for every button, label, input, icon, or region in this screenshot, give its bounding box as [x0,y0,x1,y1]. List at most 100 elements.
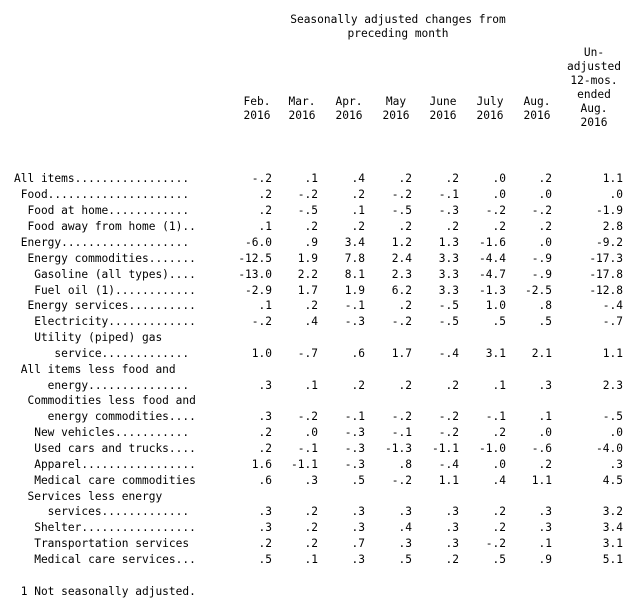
table-cell: .1 [258,299,272,312]
table-cell: 1.1 [438,474,459,487]
row-label: Food..................... [14,188,190,201]
table-cell: .3 [445,505,459,518]
table-cell: .7 [351,537,365,550]
table-cell: .3 [351,505,365,518]
table-cell: -17.3 [589,252,623,265]
table-cell: .3 [258,521,272,534]
table-cell: 3.3 [438,252,459,265]
table-cell: 1.0 [251,347,272,360]
table-cell: 2.4 [391,252,412,265]
table-cell: -1.1 [432,442,459,455]
table-cell: .2 [445,379,459,392]
table-cell: -.1 [438,188,459,201]
table-cell: .2 [258,204,272,217]
table-cell: .5 [492,553,506,566]
table-cell: .2 [445,172,459,185]
table-cell: .5 [492,315,506,328]
table-cell: .2 [304,537,318,550]
table-cell: .0 [538,236,552,249]
table-cell: 3.3 [438,284,459,297]
table-cell: .2 [258,537,272,550]
table-cell: .2 [445,220,459,233]
table-cell: -.2 [297,188,318,201]
table-cell: -.1 [297,442,318,455]
table-cell: -4.4 [479,252,506,265]
table-cell: 2.3 [602,379,623,392]
table-cell: .3 [445,521,459,534]
table-cell: -.2 [391,315,412,328]
table-cell: 6.2 [391,284,412,297]
row-label: Medical care services... [14,553,196,566]
table-cell: -1.0 [479,442,506,455]
table-cell: 1.9 [297,252,318,265]
table-cell: -.3 [344,426,365,439]
row-label: Shelter................. [14,521,196,534]
table-cell: 2.8 [602,220,623,233]
table-cell: -.2 [438,426,459,439]
table-cell: 1.7 [297,284,318,297]
table-cell: 8.1 [344,268,365,281]
table-cell: .3 [351,521,365,534]
table-cell: 1.6 [251,458,272,471]
table-cell: -.2 [251,172,272,185]
row-label: service............. [14,347,190,360]
table-cell: -.3 [344,458,365,471]
table-cell: 1.1 [531,474,552,487]
table-cell: .8 [398,458,412,471]
table-cell: .0 [538,426,552,439]
table-cell: .2 [304,521,318,534]
table-cell: .3 [304,474,318,487]
table-cell: -.3 [344,315,365,328]
row-label: Energy commodities....... [14,252,196,265]
table-cell: .2 [258,426,272,439]
table-cell: -2.9 [245,284,272,297]
table-cell: 7.8 [344,252,365,265]
table-cell: .9 [538,553,552,566]
table-cell: -.7 [602,315,623,328]
table-cell: -.1 [485,410,506,423]
footnote: 1 Not seasonally adjusted. [14,585,196,598]
table-cell: .0 [304,426,318,439]
table-cell: .0 [609,188,623,201]
table-cell: .2 [492,505,506,518]
table-cell: -.2 [391,474,412,487]
table-cell: 3.1 [485,347,506,360]
table-cell: .2 [538,172,552,185]
table-cell: .3 [258,505,272,518]
table-cell: .2 [538,458,552,471]
table-cell: .2 [398,299,412,312]
table-cell: .3 [398,505,412,518]
row-label: Electricity............. [14,315,196,328]
row-label: Services less energy [14,490,163,503]
table-cell: 3.4 [602,521,623,534]
row-label: Medical care commodities [14,474,196,487]
row-label: energy............... [14,379,190,392]
table-cell: .2 [398,172,412,185]
table-cell: .6 [351,347,365,360]
table-cell: .8 [538,299,552,312]
table-cell: 1.1 [602,172,623,185]
column-header: Feb. 2016 [243,95,271,122]
table-cell: .0 [538,188,552,201]
row-label: Apparel................. [14,458,196,471]
table-cell: .5 [398,553,412,566]
table-cell: 3.3 [438,268,459,281]
table-cell: -.7 [297,347,318,360]
table-cell: .1 [538,410,552,423]
row-label: All items less food and [14,363,176,376]
row-label: Used cars and trucks.... [14,442,196,455]
table-cell: -.4 [438,458,459,471]
table-cell: -1.1 [291,458,318,471]
table-cell: -.5 [602,410,623,423]
table-cell: -.1 [344,410,365,423]
table-cell: .0 [492,172,506,185]
column-header: June 2016 [429,95,457,122]
table-cell: 5.1 [602,553,623,566]
table-cell: .3 [609,458,623,471]
table-cell: -.2 [485,204,506,217]
table-cell: -.2 [391,410,412,423]
table-cell: -1.6 [479,236,506,249]
table-cell: -1.3 [479,284,506,297]
table-cell: .3 [538,379,552,392]
table-cell: -.5 [297,204,318,217]
